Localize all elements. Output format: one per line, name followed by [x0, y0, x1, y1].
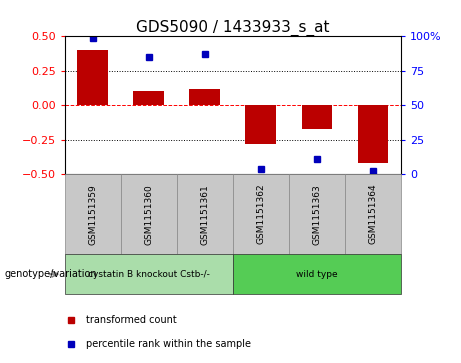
Bar — [233, 174, 289, 254]
Bar — [233, 254, 401, 294]
Text: percentile rank within the sample: percentile rank within the sample — [86, 339, 251, 349]
Bar — [358, 105, 389, 163]
Text: GSM1151359: GSM1151359 — [88, 184, 97, 245]
Bar — [77, 50, 108, 105]
Text: GSM1151361: GSM1151361 — [200, 184, 209, 245]
Bar — [65, 254, 233, 294]
Bar — [245, 105, 276, 144]
Text: cystatin B knockout Cstb-/-: cystatin B knockout Cstb-/- — [88, 270, 210, 278]
Text: transformed count: transformed count — [86, 315, 177, 325]
Text: GSM1151363: GSM1151363 — [313, 184, 321, 245]
Bar — [345, 174, 401, 254]
Text: GSM1151360: GSM1151360 — [144, 184, 153, 245]
Bar — [289, 174, 345, 254]
Bar — [177, 174, 233, 254]
Bar — [133, 91, 164, 105]
Bar — [65, 174, 121, 254]
Title: GDS5090 / 1433933_s_at: GDS5090 / 1433933_s_at — [136, 20, 330, 36]
Bar — [301, 105, 332, 129]
Text: GSM1151364: GSM1151364 — [368, 184, 378, 245]
Text: wild type: wild type — [296, 270, 338, 278]
Bar — [189, 89, 220, 105]
Text: genotype/variation: genotype/variation — [5, 269, 97, 279]
Bar — [121, 174, 177, 254]
Text: GSM1151362: GSM1151362 — [256, 184, 266, 245]
